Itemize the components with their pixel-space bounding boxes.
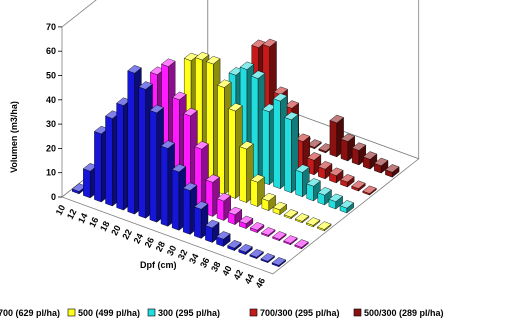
x-tick-label: 14	[76, 211, 90, 225]
legend-item: 500/300 (289 pl/ha)	[353, 308, 444, 318]
bar	[272, 201, 288, 216]
legend-label: 700 (629 pl/ha)	[0, 308, 60, 318]
axis-layer: 0102030405060701012141618202224262830323…	[46, 22, 267, 290]
x-tick-label: 16	[87, 215, 101, 229]
x-tick-label: 22	[120, 228, 134, 242]
legend-label: 500/300 (289 pl/ha)	[364, 308, 444, 318]
bar	[238, 215, 254, 230]
bar	[216, 192, 232, 221]
bar	[250, 174, 265, 208]
x-tick-label: 46	[254, 276, 268, 290]
bar	[317, 187, 332, 206]
legend-label: 700/300 (295 pl/ha)	[260, 308, 340, 318]
bar	[307, 139, 322, 150]
bar	[227, 206, 243, 226]
bar	[340, 174, 355, 188]
legend-label: 300 (295 pl/ha)	[158, 308, 220, 318]
bar	[294, 213, 310, 224]
bar	[328, 167, 344, 184]
bar	[339, 200, 355, 214]
bar	[340, 133, 356, 162]
bar	[351, 180, 366, 192]
bar	[284, 111, 299, 194]
x-tick-label: 36	[198, 256, 212, 270]
x-tick-label: 18	[98, 219, 112, 233]
x-axis-title: Dpf (cm)	[140, 260, 177, 270]
x-tick-label: 28	[154, 240, 168, 254]
x-tick-label: 40	[220, 264, 234, 278]
legend-item: 500 (499 pl/ha)	[67, 308, 140, 318]
legend-swatch	[353, 308, 362, 317]
legend-item: 700/300 (295 pl/ha)	[249, 308, 340, 318]
legend-item: 700 (629 pl/ha)	[0, 308, 60, 318]
bar	[227, 240, 242, 252]
bar	[294, 239, 309, 250]
bar	[261, 192, 277, 212]
y-tick-label: 30	[46, 119, 56, 129]
x-tick-label: 34	[187, 252, 201, 266]
x-tick-label: 38	[209, 260, 223, 274]
bar	[283, 235, 298, 246]
y-tick-label: 10	[46, 168, 56, 178]
legend-swatch	[249, 308, 258, 317]
y-tick-label: 70	[46, 22, 56, 32]
x-tick-label: 32	[176, 248, 190, 262]
y-tick-label: 50	[46, 71, 56, 81]
bar	[373, 157, 389, 174]
bar	[249, 222, 265, 234]
bar	[317, 161, 333, 180]
bar	[216, 231, 231, 247]
x-tick-label: 42	[231, 268, 245, 282]
x-tick-label: 26	[143, 236, 157, 250]
bars-layer	[71, 38, 400, 268]
legend: 700 (629 pl/ha) 500 (499 pl/ha) 300 (295 p…	[0, 308, 444, 318]
bar	[362, 151, 378, 170]
x-tick-label: 10	[54, 203, 68, 217]
x-tick-label: 30	[165, 244, 179, 258]
legend-label: 500 (499 pl/ha)	[78, 308, 140, 318]
legend-swatch	[147, 308, 156, 317]
legend-item: 300 (295 pl/ha)	[147, 308, 220, 318]
bar	[272, 231, 287, 242]
y-tick-label: 60	[46, 46, 56, 56]
x-tick-label: 20	[109, 224, 123, 238]
bar	[328, 193, 344, 210]
bar	[260, 253, 276, 264]
bar	[249, 249, 264, 260]
bar	[204, 219, 220, 243]
bar	[283, 209, 299, 220]
x-tick-label: 44	[243, 272, 257, 286]
y-tick-label: 40	[46, 95, 56, 105]
bar	[305, 217, 321, 228]
bar	[238, 244, 253, 256]
bar	[260, 227, 276, 238]
bar	[316, 221, 332, 232]
y-tick-label: 20	[46, 143, 56, 153]
x-tick-label: 24	[132, 232, 146, 246]
bar	[362, 185, 377, 196]
y-tick-label: 0	[51, 192, 56, 202]
y-axis-title: Volumen (m3/ha)	[9, 101, 19, 173]
legend-swatch	[67, 308, 76, 317]
bar	[384, 164, 400, 178]
x-tick-label: 12	[65, 207, 79, 221]
bar	[271, 257, 287, 268]
